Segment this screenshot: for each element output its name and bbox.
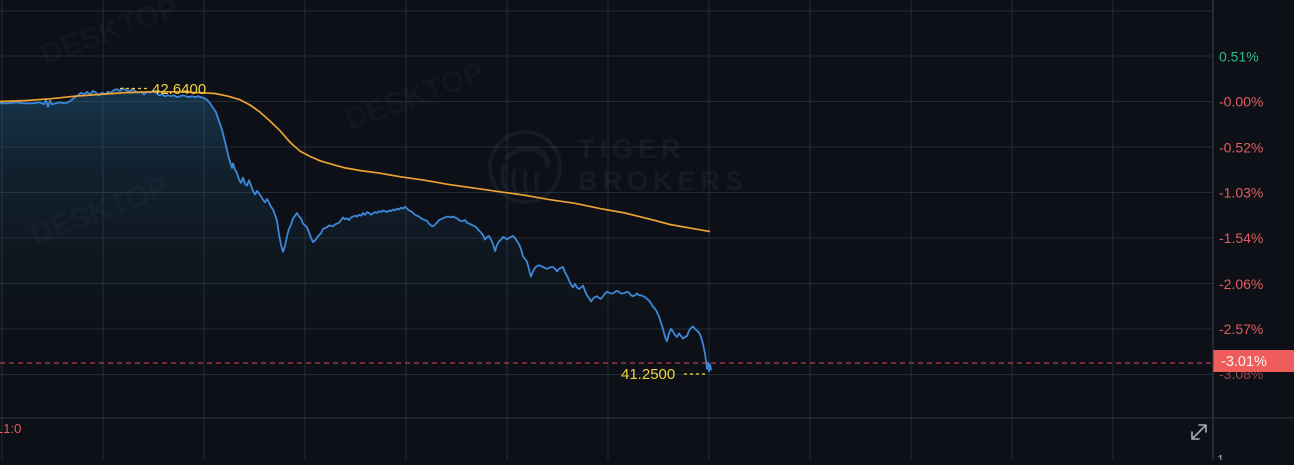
axis-tick-label: -0.00% [1219, 94, 1263, 110]
footer-pane: L1:0 1 [0, 421, 1224, 460]
current-change-badge: -3.01% [1214, 350, 1294, 372]
watermark-brand-line1: TIGER [578, 134, 686, 164]
right-axis-scale[interactable]: 0.51% -0.00% -0.52% -1.03% -1.54% -2.06% -2.57… [1219, 48, 1263, 382]
low-price-label: 41.2500 [621, 366, 675, 383]
l1-quote-indicator[interactable]: L1:0 [0, 421, 21, 436]
bottom-axis-tick-partial: 1 [1217, 452, 1224, 460]
current-change-label: -3.01% [1221, 354, 1267, 370]
axis-tick-label: -1.03% [1219, 185, 1263, 201]
watermark-brand-line2: BROKERS [578, 166, 748, 196]
diagonal-watermark-text: DESKTOP [341, 56, 488, 136]
axis-tick-label: -2.57% [1219, 321, 1263, 337]
axis-tick-label: -0.52% [1219, 140, 1263, 156]
axis-tick-label: -2.06% [1219, 276, 1263, 292]
high-price-label: 42.6400 [152, 81, 206, 98]
axis-tick-label: -1.54% [1219, 230, 1263, 246]
axis-tick-label: 0.51% [1219, 48, 1259, 64]
expand-icon[interactable] [1192, 425, 1206, 439]
